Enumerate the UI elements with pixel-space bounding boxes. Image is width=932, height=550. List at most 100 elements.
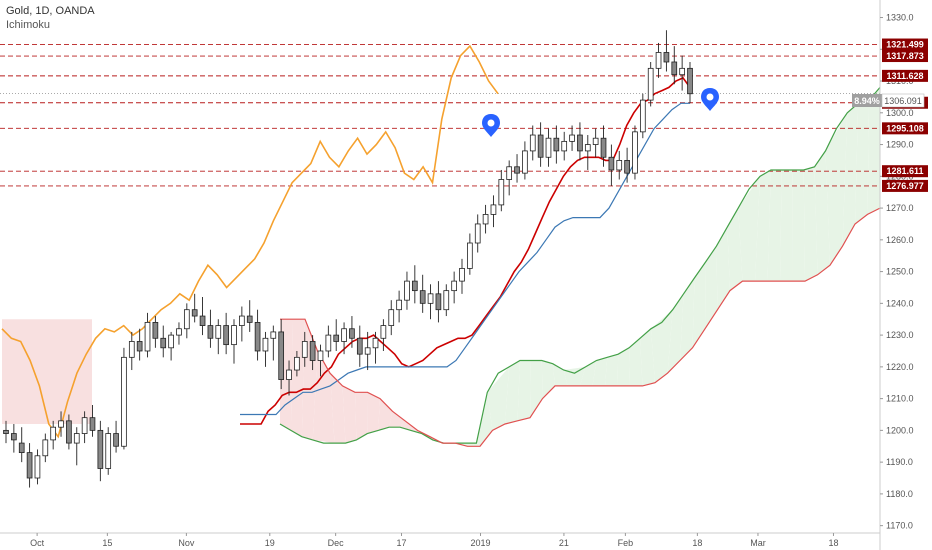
candle-body: [207, 325, 214, 339]
level-badge: [882, 122, 928, 135]
price-tick-label: 1290.0: [886, 140, 914, 150]
cloud-segment: [855, 100, 870, 224]
cloud-segment: [617, 347, 630, 386]
price-tick-label: 1250.0: [886, 267, 914, 277]
indicator-name[interactable]: Ichimoku: [6, 19, 51, 31]
level-badge-label: 1295.108: [886, 123, 924, 133]
candle-body: [364, 347, 371, 355]
cloud-segment: [367, 392, 380, 434]
price-tick-label: 1220.0: [886, 362, 914, 372]
time-tick-label: Oct: [30, 538, 45, 548]
span_a-line: [279, 87, 881, 444]
candle-body: [529, 134, 536, 152]
candle-body: [294, 356, 300, 371]
idea-markers: [482, 88, 719, 137]
location-marker-icon[interactable]: [482, 114, 500, 137]
candle-body: [239, 315, 245, 326]
candle-body: [537, 134, 544, 158]
candle-body: [11, 433, 17, 441]
span_b-line: [280, 207, 881, 447]
cloud-segment: [487, 366, 510, 431]
candle-body: [396, 299, 402, 311]
price-tick-label: 1170.0: [886, 521, 913, 531]
time-tick-label: 17: [396, 538, 406, 548]
conversion-line: [240, 76, 691, 425]
candle-body: [380, 325, 387, 339]
candle-body: [121, 356, 127, 447]
location-marker-icon[interactable]: [701, 88, 719, 111]
cloud-segment: [825, 112, 848, 266]
candle-body: [522, 150, 528, 174]
ichimoku-cloud: [2, 87, 880, 447]
cloud-segment: [505, 360, 520, 425]
candle-body: [553, 137, 560, 152]
level-badge-label: 1276.977: [886, 181, 924, 191]
cloud-segment: [400, 420, 422, 434]
candle-body: [639, 99, 646, 133]
cloud-segment: [767, 169, 782, 282]
price-tick-label: 1230.0: [886, 330, 914, 340]
candle-body: [254, 321, 261, 352]
lagging-line: [1, 44, 499, 439]
candle-body: [592, 137, 599, 145]
candle-body: [3, 429, 9, 434]
candle-body: [608, 156, 615, 171]
candle-body: [490, 204, 497, 215]
symbol-title[interactable]: Gold, 1D, OANDA: [6, 5, 95, 17]
candle-body: [341, 328, 347, 342]
cloud-segment: [667, 293, 684, 374]
cloud-segment: [792, 169, 805, 282]
cloud-segment: [476, 392, 493, 447]
price-change-pct: 8.94%: [854, 96, 880, 106]
candle-body: [372, 337, 379, 349]
time-tick-label: Feb: [618, 538, 634, 548]
level-badge: [882, 50, 928, 63]
horizontal-levels: [0, 44, 880, 187]
candle-body: [168, 334, 174, 349]
candle-body: [89, 417, 96, 431]
cloud-segment: [454, 443, 468, 447]
candle-body: [144, 321, 151, 352]
candle-body: [349, 328, 355, 339]
cloud-segment: [640, 328, 655, 386]
candle-body: [474, 223, 481, 244]
candle-body: [42, 439, 49, 457]
candle-body: [215, 325, 222, 339]
cloud-segment: [716, 227, 730, 310]
candle-body: [514, 166, 520, 174]
candle-body: [443, 290, 450, 311]
candle-body: [411, 280, 418, 292]
time-axis[interactable]: Oct 15 Nov 19 Dec 17 2019 21 Feb 18 Mar 18: [0, 532, 880, 548]
price-axis[interactable]: 1170.0 1180.0 1190.0 1200.0 1210.0 1220.0 1230…: [879, 0, 914, 550]
candle-body: [152, 321, 159, 339]
candle-body: [655, 52, 662, 69]
candle-body: [73, 433, 80, 444]
cloud-segment: [592, 357, 608, 386]
candle-body: [136, 341, 143, 352]
level-badge-label: 1281.611: [886, 166, 923, 176]
candle-body: [286, 369, 292, 380]
candle-body: [58, 420, 64, 428]
candle-body: [105, 433, 112, 469]
candle-body: [81, 417, 88, 434]
candle-body: [199, 315, 206, 326]
cloud-segment: [680, 277, 695, 361]
candle-body: [451, 280, 457, 292]
candle-body: [569, 134, 575, 142]
cloud-segment: [355, 392, 368, 440]
ichimoku-lines: [1, 44, 881, 447]
candle-body: [671, 61, 678, 76]
candle-body: [317, 350, 324, 361]
candle-body: [18, 442, 25, 454]
candle-body: [561, 140, 568, 152]
current-price: 1306.091: [884, 96, 922, 106]
price-tick-label: 1190.0: [886, 457, 913, 467]
price-tick-label: 1330.0: [886, 13, 914, 23]
cloud-segment: [312, 350, 335, 444]
candle-body: [435, 293, 442, 311]
candle-body: [113, 433, 119, 447]
cloud-segment: [580, 360, 597, 386]
level-badge-label: 1317.873: [886, 51, 924, 61]
level-badge: [882, 69, 928, 82]
